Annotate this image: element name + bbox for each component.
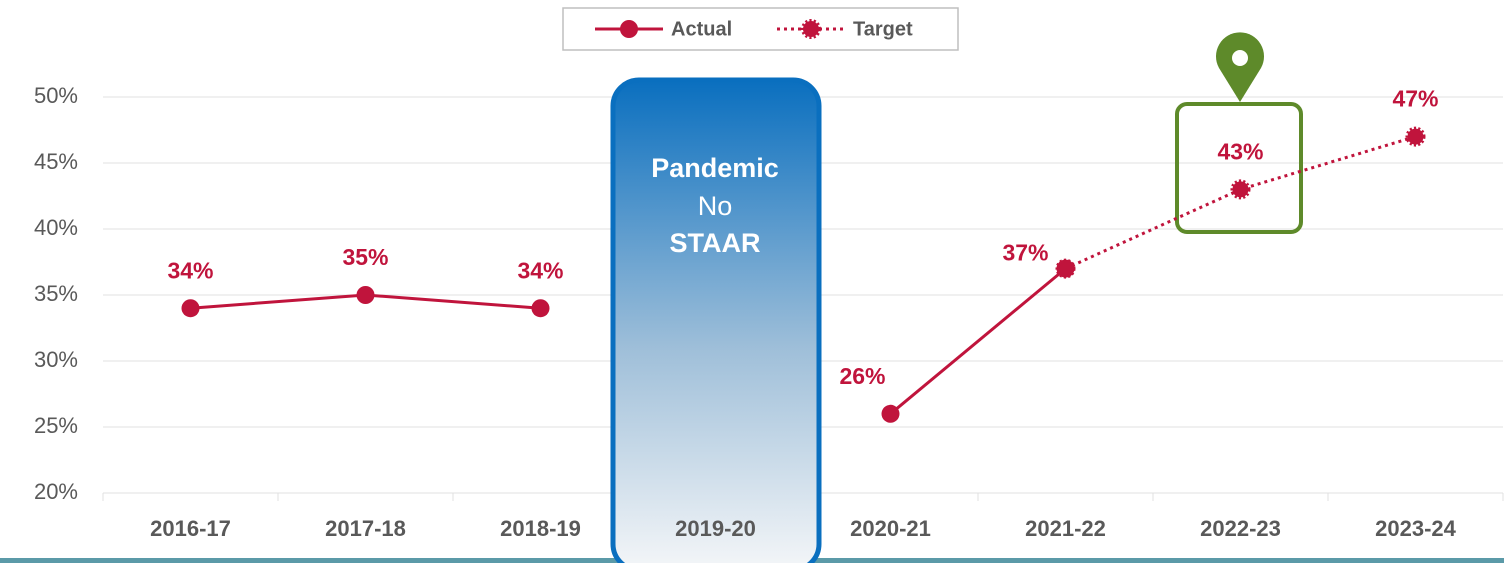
point (356, 286, 375, 304)
point (181, 299, 200, 318)
y-tick-label: 30% (34, 347, 78, 372)
highlight-box (1175, 102, 1303, 234)
pin-hole (1232, 50, 1248, 66)
y-tick-label: 35% (34, 281, 78, 306)
series-line (1064, 135, 1416, 270)
x-tick-label: 2020-21 (850, 516, 931, 541)
data-label: 35% (342, 244, 388, 270)
point (1405, 126, 1426, 147)
grid (102, 96, 1504, 501)
y-tick-label: 20% (34, 479, 78, 504)
x-tick-label: 2022-23 (1200, 516, 1281, 541)
annotation: STAAR (670, 228, 761, 258)
x-tick-label: 2018-19 (500, 516, 581, 541)
data-label: 43% (1217, 138, 1263, 164)
legend-marker (620, 20, 638, 38)
series-line (889, 267, 1067, 415)
x-tick-label: 2023-24 (1375, 516, 1457, 541)
y-tick-label: 40% (34, 215, 78, 240)
legend-label: Target (853, 18, 913, 40)
y-tick-label: 45% (34, 149, 78, 174)
data-label: 37% (1002, 240, 1048, 266)
data-label: 26% (839, 363, 885, 389)
x-tick-label: 2019-20 (675, 516, 756, 541)
point (1055, 258, 1076, 279)
x-tick-label: 2021-22 (1025, 516, 1106, 541)
point (881, 404, 900, 423)
x-tick-label: 2016-17 (150, 516, 231, 541)
data-label: 34% (517, 257, 563, 283)
y-tick-label: 50% (34, 83, 78, 108)
pandemic-box (610, 77, 822, 563)
y-tick-label: 25% (34, 413, 78, 438)
legend-label: Actual (671, 18, 732, 40)
annotation: No (698, 191, 733, 221)
pin-icon (1216, 32, 1264, 102)
data-label: 47% (1392, 86, 1438, 112)
point (1230, 179, 1251, 200)
annotation: Pandemic (651, 153, 779, 183)
x-tick-label: 2017-18 (325, 516, 406, 541)
point (531, 299, 550, 318)
legend-marker (801, 19, 821, 39)
data-label: 34% (167, 257, 213, 283)
